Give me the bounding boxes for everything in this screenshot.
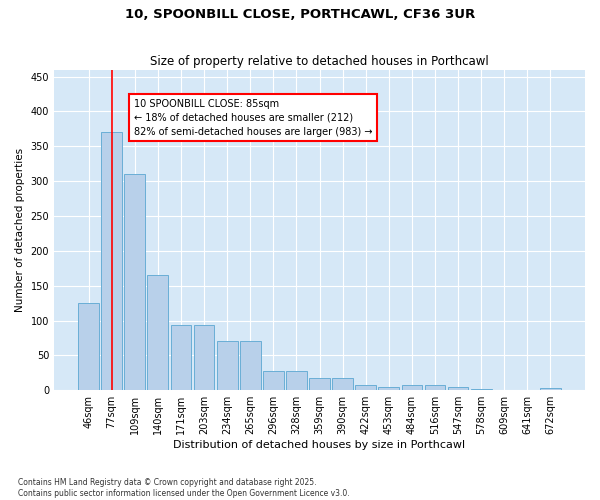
- Text: 10 SPOONBILL CLOSE: 85sqm
← 18% of detached houses are smaller (212)
82% of semi: 10 SPOONBILL CLOSE: 85sqm ← 18% of detac…: [134, 98, 372, 136]
- Bar: [379, 386, 399, 390]
- Bar: [263, 370, 284, 390]
- Y-axis label: Number of detached properties: Number of detached properties: [15, 148, 25, 312]
- Title: Size of property relative to detached houses in Porthcawl: Size of property relative to detached ho…: [150, 56, 489, 68]
- Text: 10, SPOONBILL CLOSE, PORTHCAWL, CF36 3UR: 10, SPOONBILL CLOSE, PORTHCAWL, CF36 3UR: [125, 8, 475, 20]
- Bar: [124, 174, 145, 390]
- Bar: [78, 303, 99, 390]
- Text: Contains HM Land Registry data © Crown copyright and database right 2025.
Contai: Contains HM Land Registry data © Crown c…: [18, 478, 350, 498]
- Bar: [217, 342, 238, 390]
- Bar: [170, 326, 191, 390]
- Bar: [240, 342, 260, 390]
- X-axis label: Distribution of detached houses by size in Porthcawl: Distribution of detached houses by size …: [173, 440, 466, 450]
- Bar: [425, 384, 445, 390]
- Bar: [194, 326, 214, 390]
- Bar: [332, 378, 353, 390]
- Bar: [448, 388, 469, 390]
- Bar: [355, 386, 376, 390]
- Bar: [286, 370, 307, 390]
- Bar: [101, 132, 122, 390]
- Bar: [309, 378, 330, 390]
- Bar: [471, 389, 491, 390]
- Bar: [148, 275, 168, 390]
- Bar: [401, 384, 422, 390]
- Bar: [540, 388, 561, 390]
